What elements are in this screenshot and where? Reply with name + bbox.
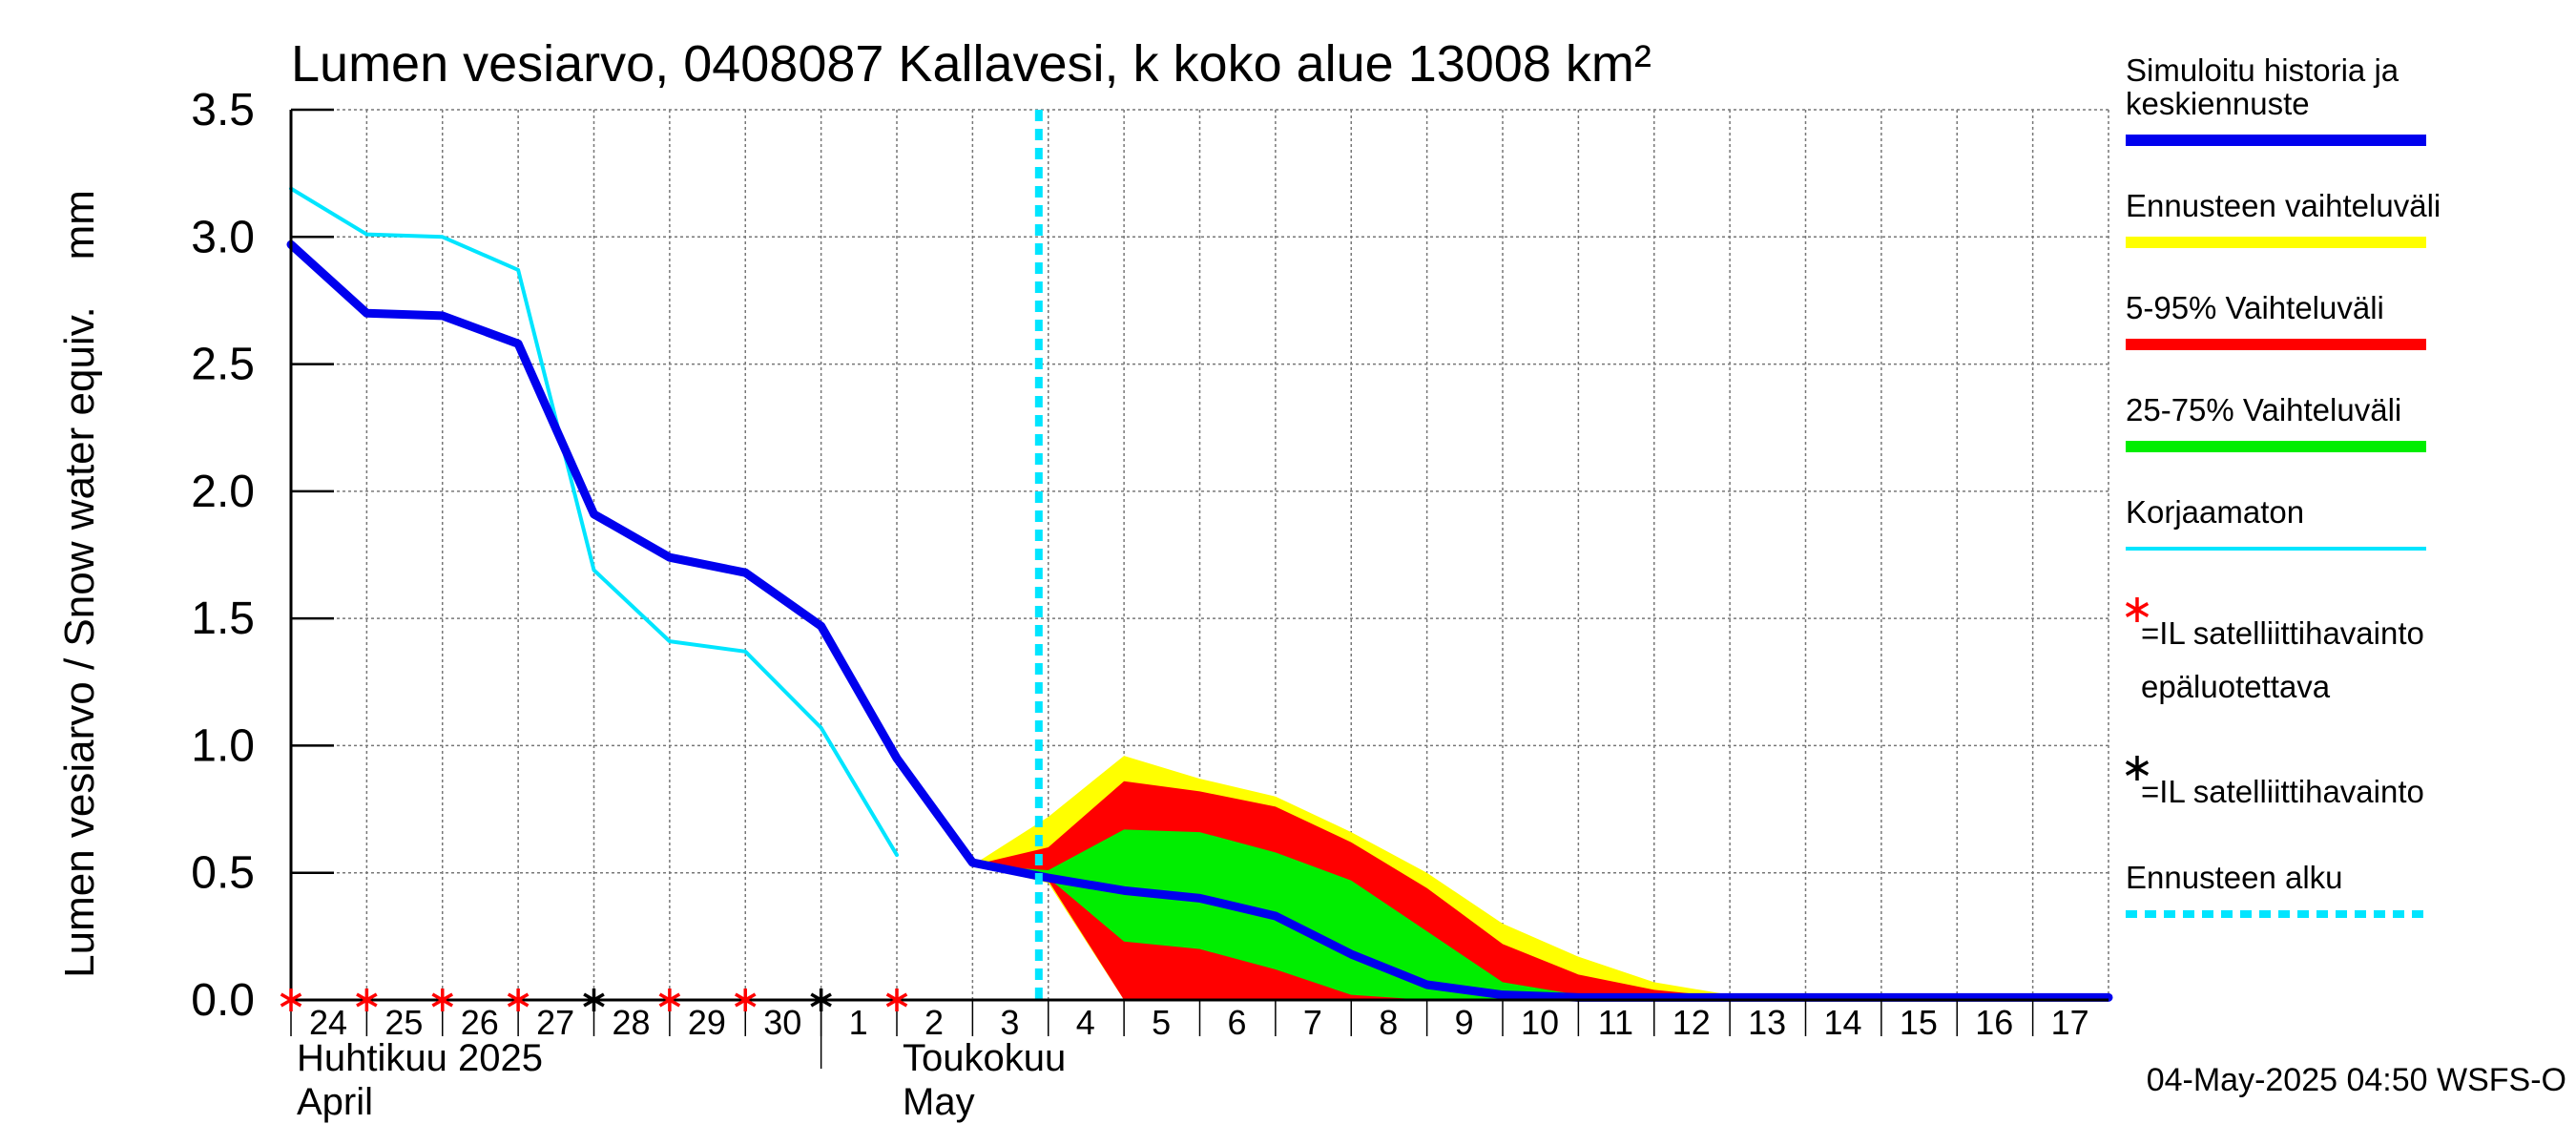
satellite-observation-unreliable-stroke: [734, 992, 757, 1008]
satellite-observation-unreliable-stroke: [658, 992, 681, 1008]
legend-marker-stroke: [2125, 601, 2150, 618]
x-tick-label: 24: [309, 1003, 347, 1042]
x-tick-label: 2: [924, 1003, 944, 1042]
y-tick-label: 3.5: [191, 85, 255, 135]
x-tick-label: 28: [612, 1003, 650, 1042]
y-tick-label: 1.0: [191, 720, 255, 771]
legend-label: keskiennuste: [2126, 86, 2310, 121]
legend-label: epäluotettava: [2141, 669, 2331, 704]
satellite-observation-unreliable: [280, 989, 302, 1011]
x-tick-label: 4: [1076, 1003, 1095, 1042]
satellite-observation: [810, 989, 832, 1011]
series-lines: [286, 110, 2113, 1002]
x-tick-label: 12: [1672, 1003, 1711, 1042]
timestamp-footer: 04-May-2025 04:50 WSFS-O: [2147, 1062, 2566, 1098]
legend-label: Korjaamaton: [2126, 494, 2304, 530]
x-tick-label: 15: [1900, 1003, 1938, 1042]
series-line-simuloitu-historia-ja-keskiennuste: [286, 239, 2113, 1002]
legend-marker: [2125, 756, 2150, 781]
x-tick-label: 10: [1521, 1003, 1559, 1042]
satellite-observation-stroke: [583, 992, 605, 1008]
x-tick-label: 5: [1152, 1003, 1171, 1042]
x-tick-label: 1: [849, 1003, 868, 1042]
forecast-bands: [972, 756, 2109, 1000]
x-tick-label: 8: [1379, 1003, 1398, 1042]
month-label: Huhtikuu 2025: [297, 1037, 543, 1079]
y-tick-label: 3.0: [191, 212, 255, 262]
x-tick-label: 6: [1227, 1003, 1246, 1042]
satellite-observation-unreliable: [885, 989, 908, 1011]
month-label: Toukokuu: [903, 1037, 1066, 1079]
x-tick-label: 30: [763, 1003, 801, 1042]
x-tick-label: 14: [1823, 1003, 1861, 1042]
satellite-observation-unreliable-stroke: [885, 992, 908, 1008]
axes: 0.00.51.01.52.02.53.03.524 25 26 27 28 29 30 1 2…: [191, 85, 2109, 1123]
x-tick-label: 26: [461, 1003, 499, 1042]
x-tick-label: 7: [1303, 1003, 1322, 1042]
y-tick-label: 2.5: [191, 340, 255, 390]
satellite-observation-unreliable: [734, 989, 757, 1011]
y-tick-label: 1.5: [191, 593, 255, 644]
month-label-english: April: [297, 1081, 373, 1123]
band-25-75-vaihteluv-li: [972, 829, 2109, 1000]
legend-label: Simuloitu historia ja: [2126, 52, 2399, 88]
x-tick-label: 9: [1455, 1003, 1474, 1042]
satellite-observation: [583, 989, 605, 1011]
y-tick-label: 0.5: [191, 848, 255, 899]
satellite-observation-stroke: [810, 992, 832, 1008]
satellite-observation-unreliable-stroke: [431, 992, 454, 1008]
satellite-observation-unreliable: [356, 989, 378, 1011]
legend-label: 5-95% Vaihteluväli: [2126, 290, 2384, 325]
legend-label: Ennusteen alku: [2126, 860, 2343, 895]
legend-label: Ennusteen vaihteluväli: [2126, 188, 2441, 223]
x-tick-label: 13: [1748, 1003, 1786, 1042]
x-tick-label: 17: [2051, 1003, 2089, 1042]
x-tick-label: 27: [536, 1003, 574, 1042]
month-label-english: May: [903, 1081, 975, 1123]
x-tick-label: 3: [1000, 1003, 1019, 1042]
satellite-observation-unreliable-stroke: [507, 992, 530, 1008]
satellite-observation-unreliable: [658, 989, 681, 1011]
legend-label: =IL satelliittihavainto: [2141, 615, 2424, 651]
legend-marker-stroke: [2125, 760, 2150, 777]
y-axis-label: Lumen vesiarvo / Snow water equiv. mm: [56, 190, 103, 978]
y-tick-label: 0.0: [191, 975, 255, 1026]
x-tick-label: 25: [384, 1003, 423, 1042]
x-tick-label: 29: [688, 1003, 726, 1042]
series-line-korjaamaton: [289, 186, 899, 858]
satellite-observation-unreliable: [431, 989, 454, 1011]
x-tick-label: 11: [1598, 1003, 1633, 1042]
chart-title: Lumen vesiarvo, 0408087 Kallavesi, k kok…: [291, 35, 1652, 93]
satellite-observation-unreliable-stroke: [280, 992, 302, 1008]
y-tick-label: 2.0: [191, 467, 255, 517]
legend-label: =IL satelliittihavainto: [2141, 774, 2424, 809]
legend-marker: [2125, 597, 2150, 622]
legend-label: 25-75% Vaihteluväli: [2126, 392, 2401, 427]
satellite-markers: [280, 989, 908, 1011]
satellite-observation-unreliable-stroke: [356, 992, 378, 1008]
satellite-observation-unreliable: [507, 989, 530, 1011]
x-tick-label: 16: [1975, 1003, 2013, 1042]
